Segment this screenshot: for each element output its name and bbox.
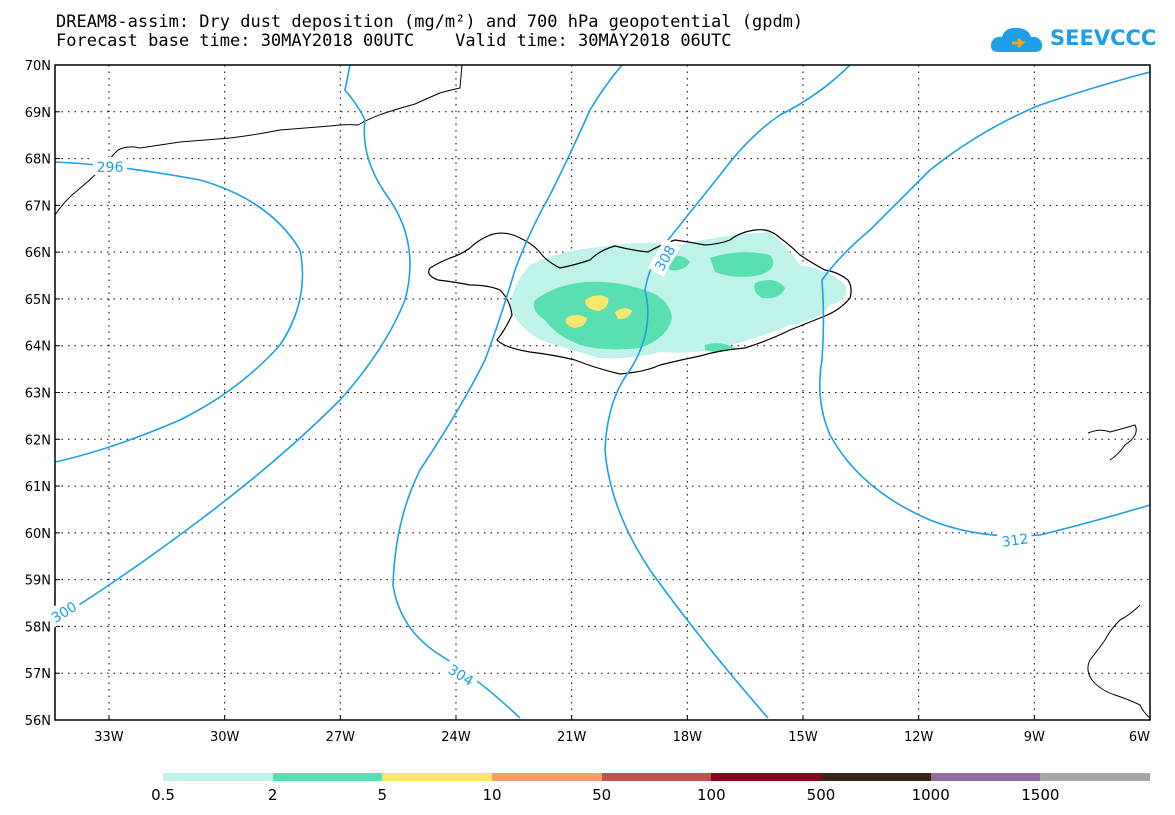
contour-label-bg xyxy=(442,657,481,691)
dust-area-high-2 xyxy=(565,315,587,328)
coastline-greenland xyxy=(54,64,463,216)
colorbar-segment xyxy=(821,773,932,781)
colorbar-label: 0.5 xyxy=(151,786,175,804)
lon-tick-label: 12W xyxy=(904,730,934,745)
dust-area-mid-north xyxy=(710,252,774,277)
lon-tick-label: 27W xyxy=(326,730,356,745)
lon-tick-label: 30W xyxy=(210,730,240,745)
geopotential-contours xyxy=(54,64,1151,719)
colorbar-label: 1000 xyxy=(911,786,950,804)
dust-area-high-1 xyxy=(585,295,609,311)
colorbar-segment xyxy=(930,773,1041,781)
contour-label-bg xyxy=(93,157,127,175)
colorbar-label: 500 xyxy=(806,786,836,804)
lon-tick-label: 15W xyxy=(788,730,818,745)
lat-tick-label: 62N xyxy=(25,433,51,448)
dust-area-mid-west xyxy=(533,281,672,350)
contour-label-bg xyxy=(996,527,1033,551)
colorbar-label: 2 xyxy=(267,786,278,804)
dust-area-mid-east xyxy=(754,279,785,299)
dust-deposition-shading xyxy=(510,232,846,359)
colorbar-segment xyxy=(163,773,274,781)
lat-tick-label: 60N xyxy=(25,527,51,542)
lat-tick-label: 70N xyxy=(25,59,51,74)
contour-label: 312 xyxy=(1001,531,1030,551)
cloud-icon xyxy=(990,27,1043,52)
colorbar-segment xyxy=(1040,773,1151,781)
contour-label-bg xyxy=(647,238,681,277)
coastline-scotland xyxy=(1087,604,1151,719)
colorbar-segment xyxy=(272,773,383,781)
lat-tick-label: 58N xyxy=(25,620,51,635)
colorbar-segment xyxy=(492,773,603,781)
lon-tick-label: 18W xyxy=(673,730,703,745)
lon-tick-label: 24W xyxy=(441,730,471,745)
lat-tick-label: 56N xyxy=(25,714,51,729)
coastline-iceland xyxy=(428,229,852,375)
colorbar-label: 100 xyxy=(697,786,726,804)
lat-tick-label: 63N xyxy=(25,387,51,402)
grid-lines xyxy=(55,65,1150,720)
lat-tick-label: 67N xyxy=(25,199,51,214)
lat-tick-label: 61N xyxy=(25,480,51,495)
contour-300 xyxy=(54,64,411,621)
lat-tick-label: 68N xyxy=(25,153,51,168)
contour-308 xyxy=(604,64,851,719)
colorbar-label: 10 xyxy=(482,786,502,804)
lat-tick-label: 66N xyxy=(25,246,51,261)
colorbar-segment xyxy=(711,773,822,781)
lat-tick-label: 65N xyxy=(25,293,51,308)
contour-label: 296 xyxy=(97,160,124,176)
contour-296 xyxy=(54,161,304,463)
dust-area-high-3 xyxy=(615,308,632,320)
logo-text: SEEVCCC xyxy=(1050,26,1157,50)
latitude-axis: 70N 69N 68N 67N 66N 65N 64N 63N 62N 61N 60N 59N 58N 5… xyxy=(25,59,60,729)
colorbar-label: 50 xyxy=(592,786,612,804)
lat-tick-label: 57N xyxy=(25,667,51,682)
colorbar-segment xyxy=(382,773,493,781)
lon-tick-label: 9W xyxy=(1024,730,1045,745)
colorbar-segment xyxy=(601,773,712,781)
lon-tick-label: 21W xyxy=(557,730,587,745)
lon-tick-label: 6W xyxy=(1129,730,1150,745)
map-title: DREAM8-assim: Dry dust deposition (mg/m²… xyxy=(56,12,804,32)
forecast-time-subtitle: Forecast base time: 30MAY2018 00UTC Vali… xyxy=(56,31,732,51)
lon-tick-label: 33W xyxy=(94,730,124,745)
contour-312 xyxy=(818,71,1151,537)
colorbar-label: 1500 xyxy=(1021,786,1060,804)
coastline-faroes xyxy=(1087,424,1137,461)
contour-304 xyxy=(392,64,623,719)
lat-tick-label: 64N xyxy=(25,340,51,355)
lat-tick-label: 59N xyxy=(25,574,51,589)
colorbar-label: 5 xyxy=(377,786,388,804)
lat-tick-label: 69N xyxy=(25,106,51,121)
contour-label-bg xyxy=(44,594,83,628)
longitude-axis: 33W 30W 27W 24W 21W 18W 15W 12W 9W 6W xyxy=(94,715,1151,745)
